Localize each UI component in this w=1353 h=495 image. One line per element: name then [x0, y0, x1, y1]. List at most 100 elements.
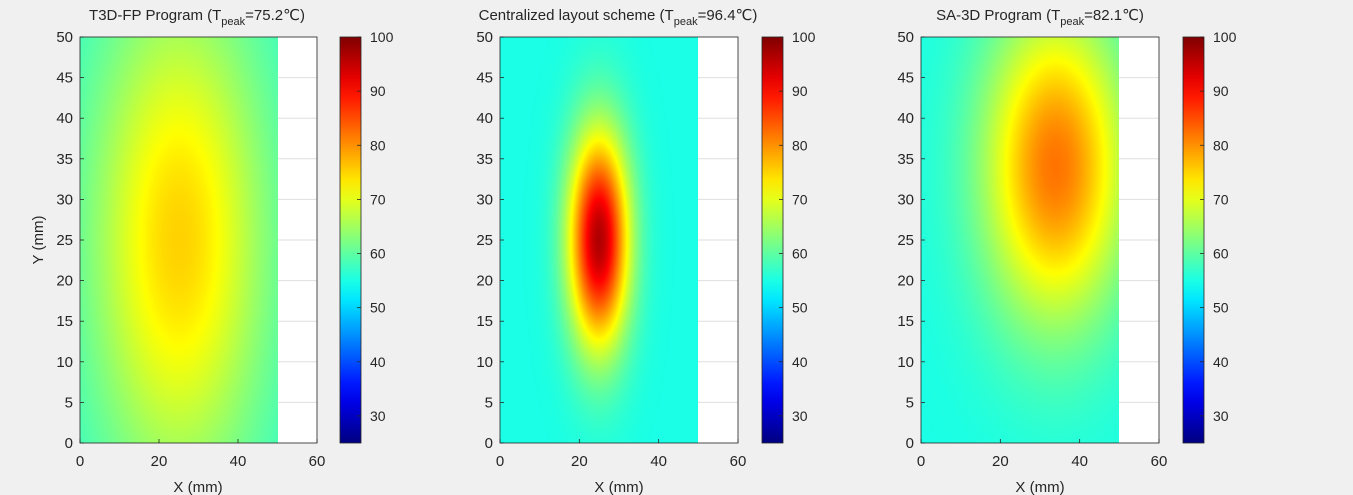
y-tick-label: 20 — [56, 273, 73, 290]
colorbar-tick-label: 60 — [370, 246, 386, 262]
colorbar-tick-label: 60 — [1213, 246, 1229, 262]
panel-title: Centralized layout scheme (Tpeak=96.4℃) — [479, 7, 758, 28]
title-main: Centralized layout scheme (T — [479, 7, 674, 24]
title-main: SA-3D Program (T — [936, 7, 1060, 24]
colorbar-gradient — [1182, 36, 1205, 444]
panel-title: SA-3D Program (Tpeak=82.1℃) — [936, 7, 1144, 28]
colorbar-tick-label: 30 — [370, 408, 386, 424]
y-tick-label: 10 — [476, 354, 493, 371]
x-tick-label: 60 — [730, 453, 747, 470]
colorbar-tick-label: 50 — [792, 300, 808, 316]
colorbar-tick-label: 70 — [1213, 191, 1229, 207]
title-rest: =96.4℃) — [698, 7, 758, 24]
x-tick-label: 40 — [230, 453, 247, 470]
heatmap-surface — [500, 37, 698, 443]
colorbar-tick-label: 80 — [1213, 137, 1229, 153]
heatmap-plot: 0 20 40 60 0 5 10 15 20 25 30 35 40 45 50 — [56, 29, 325, 470]
heatmap-panel-centralized: Centralized layout scheme (Tpeak=96.4℃) … — [476, 7, 815, 495]
y-tick-label: 25 — [56, 232, 73, 249]
heatmap-panel-t3d-fp: T3D-FP Program (Tpeak=75.2℃) 0 20 40 60 0 5 10… — [30, 7, 394, 495]
x-tick-label: 20 — [151, 453, 168, 470]
colorbar: 30 40 50 60 70 80 90 100 — [1182, 29, 1237, 444]
colorbar-tick-label: 80 — [792, 137, 808, 153]
y-tick-label: 40 — [897, 110, 914, 127]
colorbar-tick-label: 30 — [1213, 408, 1229, 424]
heatmap-panel-sa-3d: SA-3D Program (Tpeak=82.1℃) 0 20 40 60 0 5 10 1… — [897, 7, 1236, 495]
y-tick-label: 0 — [906, 435, 914, 452]
colorbar: 30 40 50 60 70 80 90 100 — [761, 29, 816, 444]
x-axis-label: X (mm) — [1015, 479, 1064, 495]
x-tick-label: 20 — [571, 453, 588, 470]
y-tick-label: 50 — [56, 29, 73, 46]
x-tick-label: 40 — [1071, 453, 1088, 470]
x-tick-label: 0 — [917, 453, 925, 470]
x-tick-label: 60 — [1151, 453, 1168, 470]
title-rest: =75.2℃) — [245, 7, 305, 24]
colorbar-tick-label: 90 — [792, 83, 808, 99]
colorbar-gradient — [761, 36, 784, 444]
title-main: T3D-FP Program (T — [89, 7, 221, 24]
colorbar: 30 40 50 60 70 80 90 100 — [339, 29, 394, 444]
y-tick-label: 10 — [897, 354, 914, 371]
colorbar-tick-label: 40 — [370, 354, 386, 370]
y-tick-label: 5 — [65, 394, 73, 411]
title-subscript: peak — [1060, 16, 1084, 28]
y-tick-label: 5 — [485, 394, 493, 411]
y-tick-label: 15 — [56, 313, 73, 330]
y-tick-label: 40 — [476, 110, 493, 127]
title-subscript: peak — [221, 16, 245, 28]
y-tick-label: 30 — [56, 191, 73, 208]
y-tick-label: 40 — [56, 110, 73, 127]
y-tick-label: 10 — [56, 354, 73, 371]
y-tick-label: 15 — [476, 313, 493, 330]
x-axis-label: X (mm) — [173, 479, 222, 495]
colorbar-tick-label: 90 — [1213, 83, 1229, 99]
y-tick-label: 50 — [897, 29, 914, 46]
y-tick-label: 45 — [476, 70, 493, 87]
colorbar-tick-label: 100 — [370, 29, 394, 45]
colorbar-tick-label: 70 — [792, 191, 808, 207]
y-axis-label: Y (mm) — [30, 216, 47, 265]
colorbar-tick-label: 70 — [370, 191, 386, 207]
colorbar-tick-label: 80 — [370, 137, 386, 153]
y-tick-label: 20 — [476, 273, 493, 290]
panel-title: T3D-FP Program (Tpeak=75.2℃) — [89, 7, 305, 28]
x-tick-label: 0 — [76, 453, 84, 470]
colorbar-tick-label: 50 — [1213, 300, 1229, 316]
y-tick-label: 50 — [476, 29, 493, 46]
x-axis-label: X (mm) — [594, 479, 643, 495]
colorbar-tick-label: 100 — [792, 29, 816, 45]
x-tick-label: 60 — [309, 453, 326, 470]
y-tick-label: 25 — [897, 232, 914, 249]
y-tick-label: 45 — [56, 70, 73, 87]
colorbar-tick-label: 40 — [792, 354, 808, 370]
y-tick-label: 20 — [897, 273, 914, 290]
heatmap-plot: 0 20 40 60 0 5 10 15 20 25 30 35 40 45 50 — [897, 29, 1167, 470]
y-tick-label: 35 — [56, 151, 73, 168]
x-tick-label: 40 — [650, 453, 667, 470]
colorbar-tick-label: 60 — [792, 246, 808, 262]
heatmap-plot: 0 20 40 60 0 5 10 15 20 25 30 35 40 45 50 — [476, 29, 746, 470]
y-tick-label: 45 — [897, 70, 914, 87]
y-tick-label: 30 — [476, 191, 493, 208]
y-tick-label: 30 — [897, 191, 914, 208]
colorbar-tick-label: 30 — [792, 408, 808, 424]
colorbar-tick-label: 90 — [370, 83, 386, 99]
colorbar-tick-label: 100 — [1213, 29, 1237, 45]
title-rest: =82.1℃) — [1084, 7, 1144, 24]
title-subscript: peak — [674, 16, 698, 28]
heatmap-surface — [921, 37, 1119, 443]
y-tick-label: 25 — [476, 232, 493, 249]
colorbar-tick-label: 40 — [1213, 354, 1229, 370]
colorbar-gradient — [339, 36, 362, 444]
y-tick-label: 5 — [906, 394, 914, 411]
x-tick-label: 0 — [496, 453, 504, 470]
colorbar-tick-label: 50 — [370, 300, 386, 316]
heatmap-surface — [80, 37, 278, 443]
y-tick-label: 15 — [897, 313, 914, 330]
y-tick-label: 0 — [485, 435, 493, 452]
y-tick-label: 35 — [476, 151, 493, 168]
y-tick-label: 0 — [65, 435, 73, 452]
x-tick-label: 20 — [992, 453, 1009, 470]
